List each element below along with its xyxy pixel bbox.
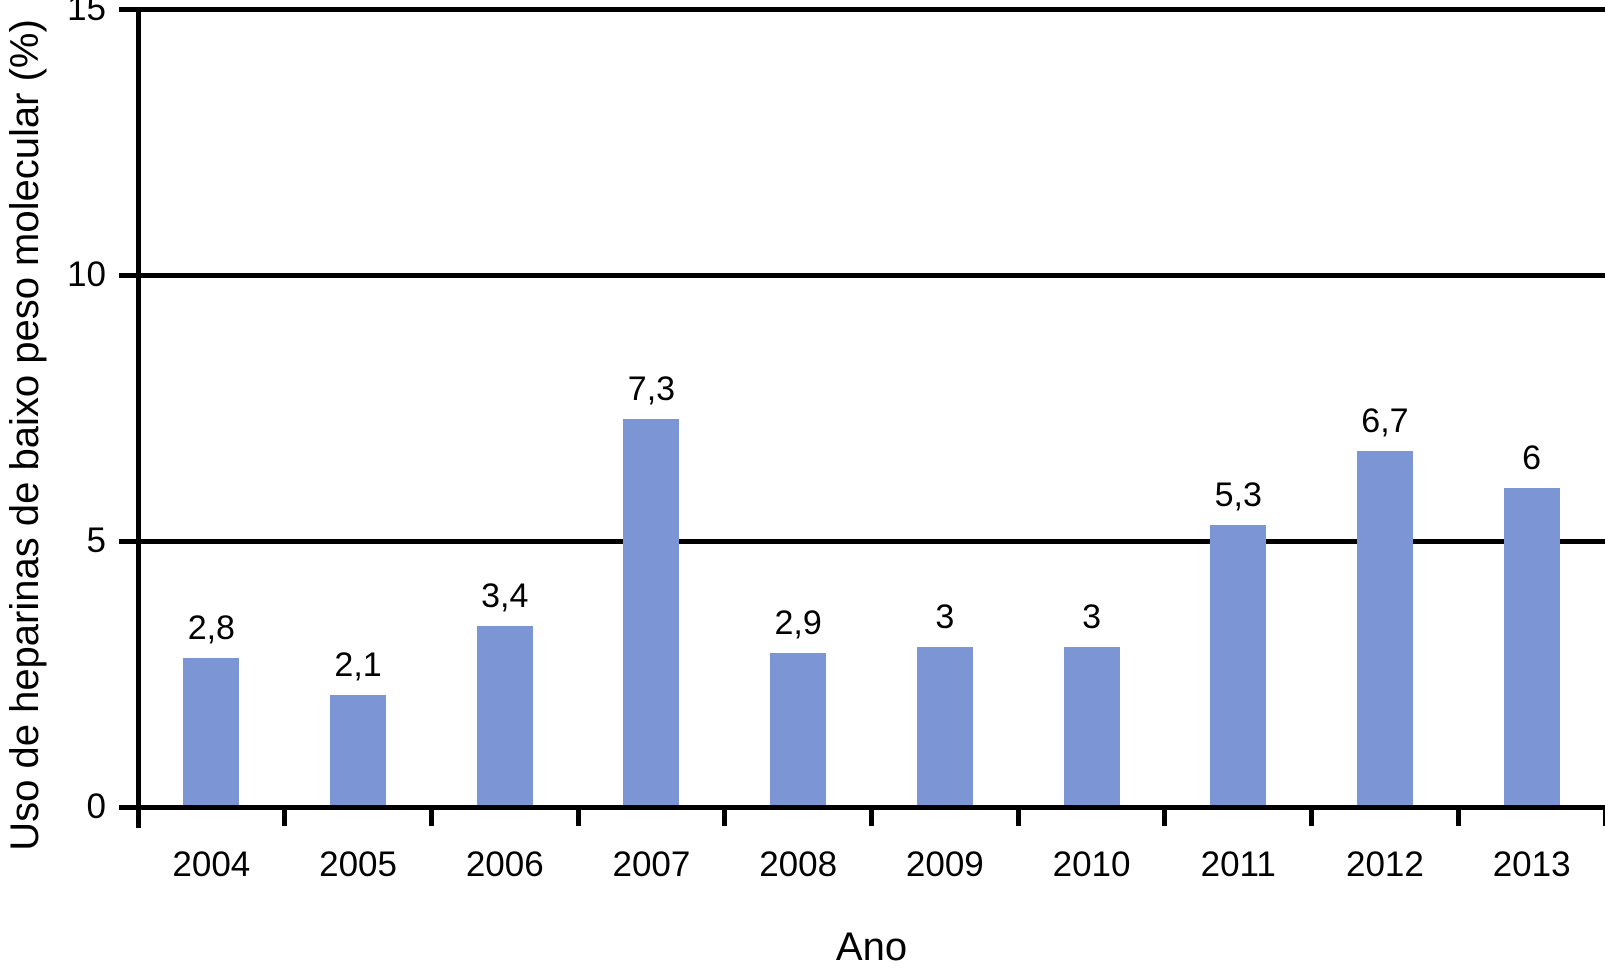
x-axis-tick-2 (428, 804, 434, 826)
y-axis (135, 6, 141, 828)
x-tick-label-2013: 2013 (1492, 845, 1571, 884)
bar-2004 (183, 658, 240, 807)
bar-2005 (330, 695, 387, 807)
gridline-y-15 (119, 6, 1605, 12)
gridline-y-5 (119, 538, 1605, 544)
bar-2006 (476, 626, 533, 807)
x-axis (119, 804, 1605, 810)
x-axis-tick-7 (1162, 804, 1168, 826)
x-axis-title: Ano (835, 925, 908, 969)
bar-2011 (1210, 525, 1267, 807)
x-tick-label-2004: 2004 (172, 845, 251, 884)
y-axis-title: Uso de heparinas de baixo peso molecular… (3, 19, 47, 851)
x-tick-label-2012: 2012 (1346, 845, 1424, 884)
x-tick-label-2009: 2009 (905, 845, 984, 884)
x-tick-label-2005: 2005 (319, 845, 397, 884)
x-axis-tick-1 (282, 804, 288, 826)
bar-2012 (1356, 450, 1413, 807)
bar-2009 (916, 647, 973, 807)
bar-2007 (623, 418, 680, 807)
bar-2013 (1503, 487, 1560, 807)
bar-value-label-2004: 2,8 (187, 609, 235, 648)
x-axis-tick-5 (869, 804, 874, 826)
bar-2010 (1063, 647, 1120, 807)
x-tick-label-2006: 2006 (465, 845, 544, 884)
bar-value-label-2008: 2,9 (774, 603, 822, 642)
x-tick-label-2008: 2008 (759, 845, 838, 884)
bar-value-label-2007: 7,3 (627, 369, 676, 408)
gridline-y-10 (119, 272, 1605, 278)
bar-value-label-2012: 6,7 (1361, 401, 1409, 440)
bar-2008 (770, 652, 827, 807)
bar-value-label-2006: 3,4 (481, 577, 529, 616)
bar-value-label-2011: 5,3 (1214, 476, 1262, 515)
bar-value-label-2010: 3 (1082, 598, 1101, 637)
y-tick-label-5: 5 (86, 521, 106, 560)
bar-value-label-2005: 2,1 (334, 646, 382, 685)
y-tick-label-15: 15 (67, 0, 106, 28)
x-axis-tick-3 (575, 804, 581, 826)
y-tick-label-10: 10 (67, 255, 106, 294)
x-axis-tick-8 (1309, 804, 1315, 826)
x-tick-label-2011: 2011 (1200, 845, 1276, 884)
x-axis-tick-10 (1602, 804, 1605, 826)
x-tick-label-2010: 2010 (1052, 845, 1131, 884)
x-tick-label-2007: 2007 (612, 845, 691, 884)
y-tick-label-0: 0 (86, 787, 106, 826)
bar-value-label-2009: 3 (935, 598, 955, 637)
bar-value-label-2013: 6 (1522, 438, 1542, 477)
x-axis-tick-9 (1455, 804, 1461, 826)
x-axis-tick-4 (722, 804, 728, 826)
x-axis-tick-6 (1015, 804, 1021, 826)
